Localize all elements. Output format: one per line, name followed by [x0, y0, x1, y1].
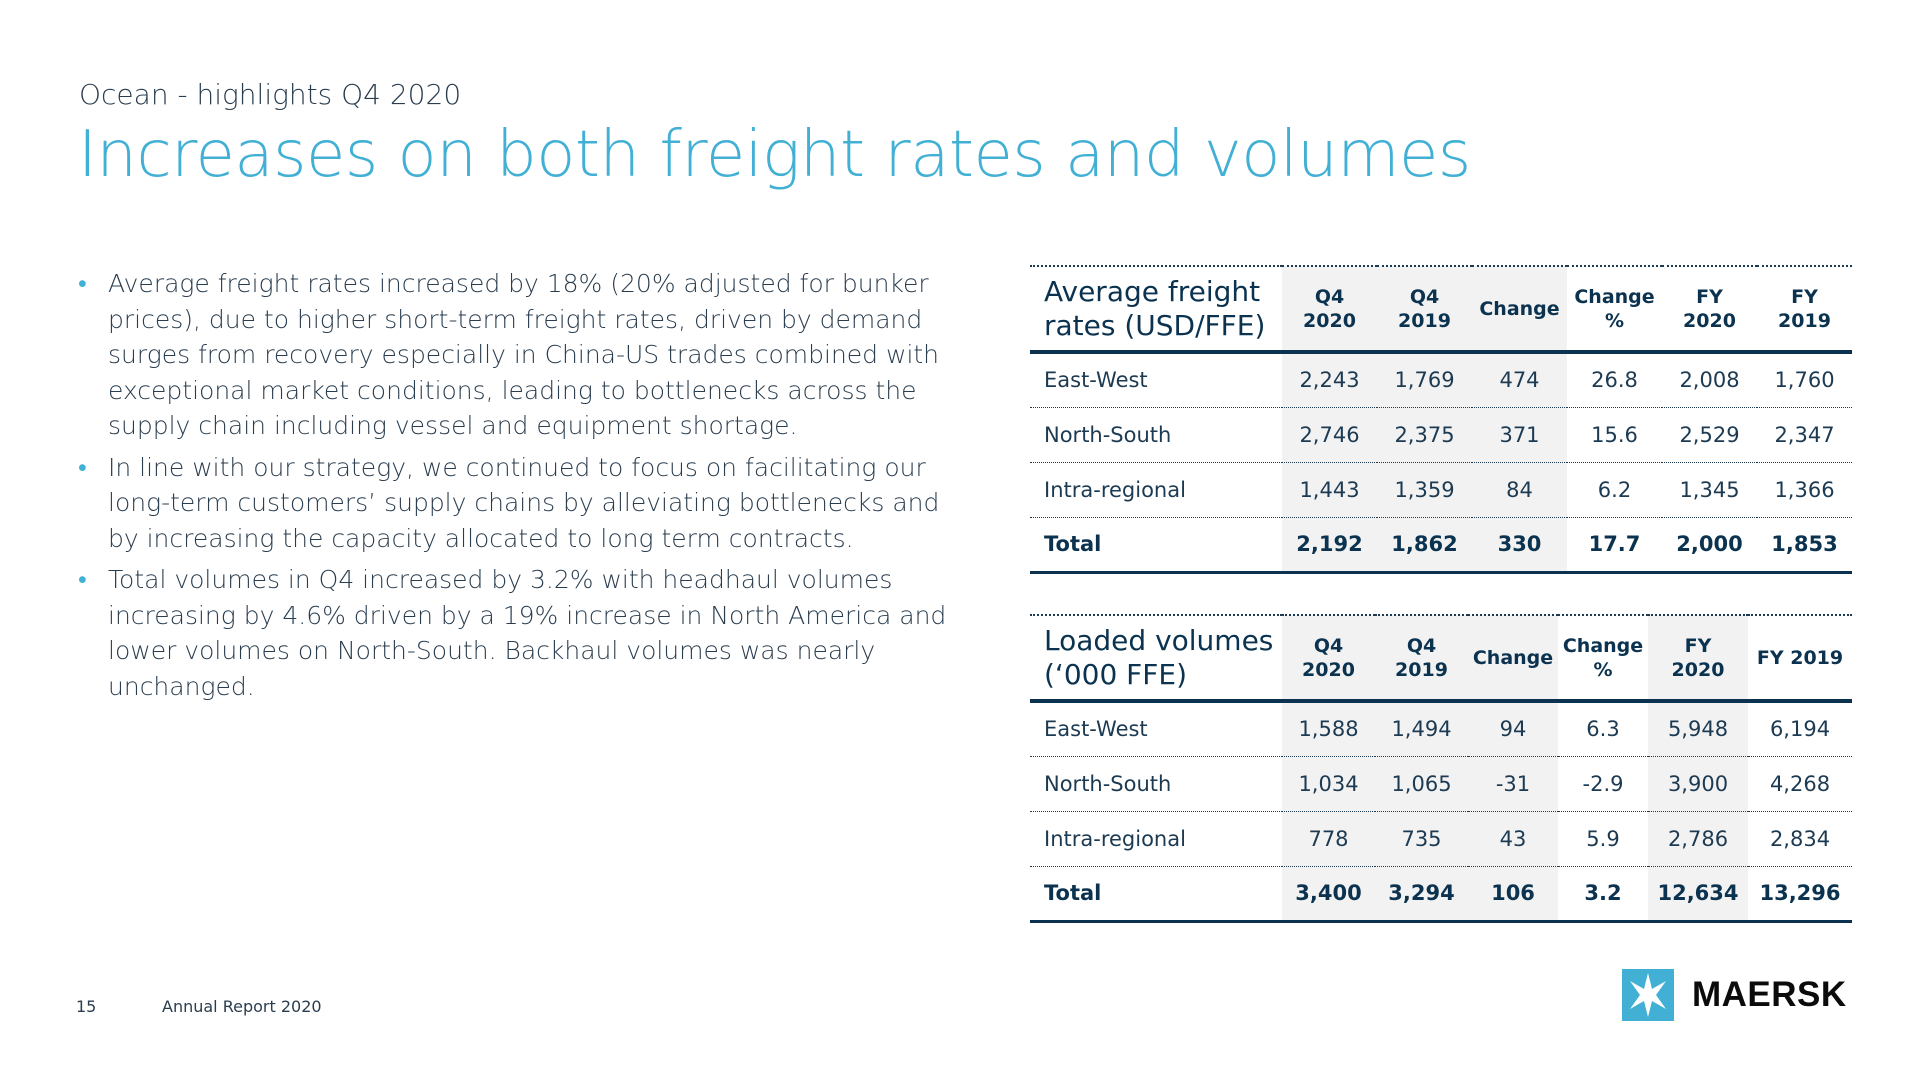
- cell: 2,746: [1282, 407, 1377, 462]
- bullet-item: • Average freight rates increased by 18% …: [78, 266, 958, 444]
- cell: 1,065: [1375, 756, 1468, 811]
- cell: -2.9: [1582, 771, 1624, 796]
- cell: 43: [1468, 811, 1558, 866]
- cell: 1,443: [1282, 462, 1377, 517]
- cell: 17.7: [1588, 532, 1641, 556]
- bullet-list: • Average freight rates increased by 18% …: [78, 266, 958, 710]
- table-row: East-West 1,588 1,494 94 6.3 5,948 6,194: [1030, 701, 1852, 756]
- cell: 94: [1468, 701, 1558, 756]
- cell: 3,400: [1282, 866, 1375, 921]
- cell: 3,900: [1648, 756, 1748, 811]
- cell: 1,345: [1679, 477, 1740, 502]
- cell: 1,853: [1771, 532, 1838, 556]
- cell: 735: [1375, 811, 1468, 866]
- cell: -31: [1468, 756, 1558, 811]
- freight-rates-table: Average freight rates (USD/FFE) Q4 2020 Q4…: [1030, 265, 1852, 574]
- column-header: Q4 2020: [1282, 266, 1377, 352]
- row-label: Intra-regional: [1044, 826, 1186, 851]
- report-name: Annual Report 2020: [162, 997, 322, 1016]
- cell: 778: [1282, 811, 1375, 866]
- column-header: Q4 2019: [1377, 266, 1472, 352]
- cell: 2,008: [1679, 368, 1740, 393]
- cell: 2,192: [1282, 517, 1377, 572]
- row-label: Intra-regional: [1044, 477, 1186, 502]
- cell: 474: [1472, 352, 1567, 407]
- cell: 2,786: [1648, 811, 1748, 866]
- cell: 2,834: [1769, 826, 1831, 851]
- cell: 2,243: [1282, 352, 1377, 407]
- section-subtitle: Ocean - highlights Q4 2020: [79, 78, 462, 111]
- cell: 371: [1472, 407, 1567, 462]
- cell: 6.3: [1586, 717, 1620, 742]
- bullet-dot-icon: •: [78, 269, 87, 298]
- column-header: Change: [1472, 266, 1567, 352]
- cell: 6.2: [1597, 477, 1632, 502]
- table-title: Average freight rates (USD/FFE): [1044, 274, 1266, 342]
- cell: 12,634: [1648, 866, 1748, 921]
- cell: 3.2: [1584, 881, 1622, 905]
- star-logo-icon: [1622, 969, 1674, 1021]
- cell: 26.8: [1591, 368, 1638, 393]
- cell: 15.6: [1591, 422, 1638, 447]
- column-header: FY 2019: [1756, 646, 1844, 669]
- row-label: North-South: [1044, 422, 1172, 447]
- cell: 1,862: [1377, 517, 1472, 572]
- bullet-item: • In line with our strategy, we continued…: [78, 450, 958, 557]
- cell: 3,294: [1375, 866, 1468, 921]
- row-label: Total: [1044, 881, 1102, 905]
- cell: 1,494: [1375, 701, 1468, 756]
- cell: 1,359: [1377, 462, 1472, 517]
- column-header: Q4 2019: [1375, 615, 1468, 701]
- page-number: 15: [76, 997, 97, 1016]
- cell: 5.9: [1586, 826, 1620, 851]
- cell: 106: [1468, 866, 1558, 921]
- cell: 2,375: [1377, 407, 1472, 462]
- cell: 2,000: [1676, 532, 1743, 556]
- table-header-row: Loaded volumes (‘000 FFE) Q4 2020 Q4 2019 C…: [1030, 615, 1852, 701]
- table-row: North-South 2,746 2,375 371 15.6 2,529 2…: [1030, 407, 1852, 462]
- slide-title: Increases on both freight rates and volu…: [78, 118, 1471, 192]
- cell: 5,948: [1648, 701, 1748, 756]
- bullet-dot-icon: •: [78, 452, 87, 482]
- column-header: Change%: [1562, 634, 1644, 681]
- table-row: East-West 2,243 1,769 474 26.8 2,008 1,7…: [1030, 352, 1852, 407]
- table-header-row: Average freight rates (USD/FFE) Q4 2020 Q4…: [1030, 266, 1852, 352]
- cell: 330: [1472, 517, 1567, 572]
- column-header: Q4 2020: [1282, 615, 1375, 701]
- bullet-dot-icon: •: [78, 565, 87, 594]
- column-header: FY 2020: [1648, 615, 1748, 701]
- row-label: North-South: [1044, 771, 1172, 796]
- cell: 1,769: [1377, 352, 1472, 407]
- table-row: Intra-regional 778 735 43 5.9 2,786 2,83…: [1030, 811, 1852, 866]
- row-label: Total: [1044, 532, 1102, 556]
- cell: 4,268: [1769, 771, 1831, 796]
- row-label: East-West: [1044, 717, 1148, 742]
- cell: 6,194: [1769, 717, 1831, 742]
- column-header: FY 2020: [1683, 285, 1736, 332]
- bullet-item: • Total volumes in Q4 increased by 3.2% w…: [78, 562, 958, 704]
- table-total-row: Total 2,192 1,862 330 17.7 2,000 1,853: [1030, 517, 1852, 572]
- cell: 1,588: [1282, 701, 1375, 756]
- table-title: Loaded volumes (‘000 FFE): [1044, 623, 1274, 691]
- cell: 1,366: [1774, 477, 1835, 502]
- table-row: Intra-regional 1,443 1,359 84 6.2 1,345 …: [1030, 462, 1852, 517]
- loaded-volumes-table: Loaded volumes (‘000 FFE) Q4 2020 Q4 2019 C…: [1030, 614, 1852, 923]
- cell: 13,296: [1759, 881, 1841, 905]
- column-header: Change: [1468, 615, 1558, 701]
- cell: 2,529: [1679, 422, 1740, 447]
- cell: 1,034: [1282, 756, 1375, 811]
- column-header: FY 2019: [1778, 285, 1831, 332]
- cell: 1,760: [1774, 368, 1835, 393]
- cell: 84: [1472, 462, 1567, 517]
- table-row: North-South 1,034 1,065 -31 -2.9 3,900 4…: [1030, 756, 1852, 811]
- column-header: Change%: [1574, 285, 1655, 332]
- maersk-logo: MAERSK: [1622, 969, 1852, 1025]
- logo-wordmark: MAERSK: [1692, 975, 1847, 1014]
- cell: 2,347: [1774, 422, 1835, 447]
- row-label: East-West: [1044, 368, 1148, 393]
- table-total-row: Total 3,400 3,294 106 3.2 12,634 13,296: [1030, 866, 1852, 921]
